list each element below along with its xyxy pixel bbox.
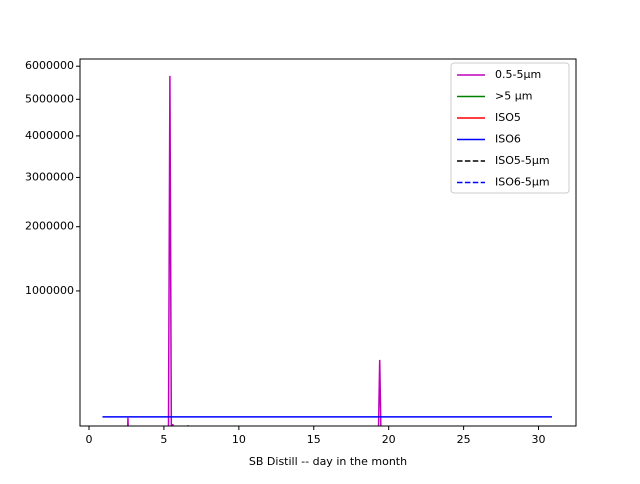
axes-frame <box>79 58 577 427</box>
x-tick-label: 10 <box>232 433 246 446</box>
plot-area <box>102 75 553 426</box>
legend-label: 0.5-5µm <box>495 68 541 81</box>
legend-label: ISO6-5µm <box>495 176 550 189</box>
x-tick-label: 20 <box>382 433 396 446</box>
series-line <box>126 75 382 426</box>
y-tick-label: 4000000 <box>25 129 74 142</box>
y-tick-label: 3000000 <box>25 170 74 183</box>
x-axis-label: SB Distill -- day in the month <box>249 455 407 468</box>
legend-box <box>450 62 570 194</box>
x-tick-label: 0 <box>85 433 92 446</box>
y-tick-label: 6000000 <box>25 59 74 72</box>
legend-label: >5 µm <box>495 90 532 103</box>
legend-label: ISO5-5µm <box>495 154 550 167</box>
x-tick-label: 25 <box>457 433 471 446</box>
x-tick-label: 5 <box>160 433 167 446</box>
x-tick-label: 30 <box>532 433 546 446</box>
y-tick-label: 1000000 <box>25 284 74 297</box>
y-tick-label: 2000000 <box>25 220 74 233</box>
y-tick-label: 5000000 <box>25 92 74 105</box>
legend-label: ISO6 <box>495 133 521 146</box>
x-tick-label: 15 <box>307 433 321 446</box>
legend-label: ISO5 <box>495 111 521 124</box>
